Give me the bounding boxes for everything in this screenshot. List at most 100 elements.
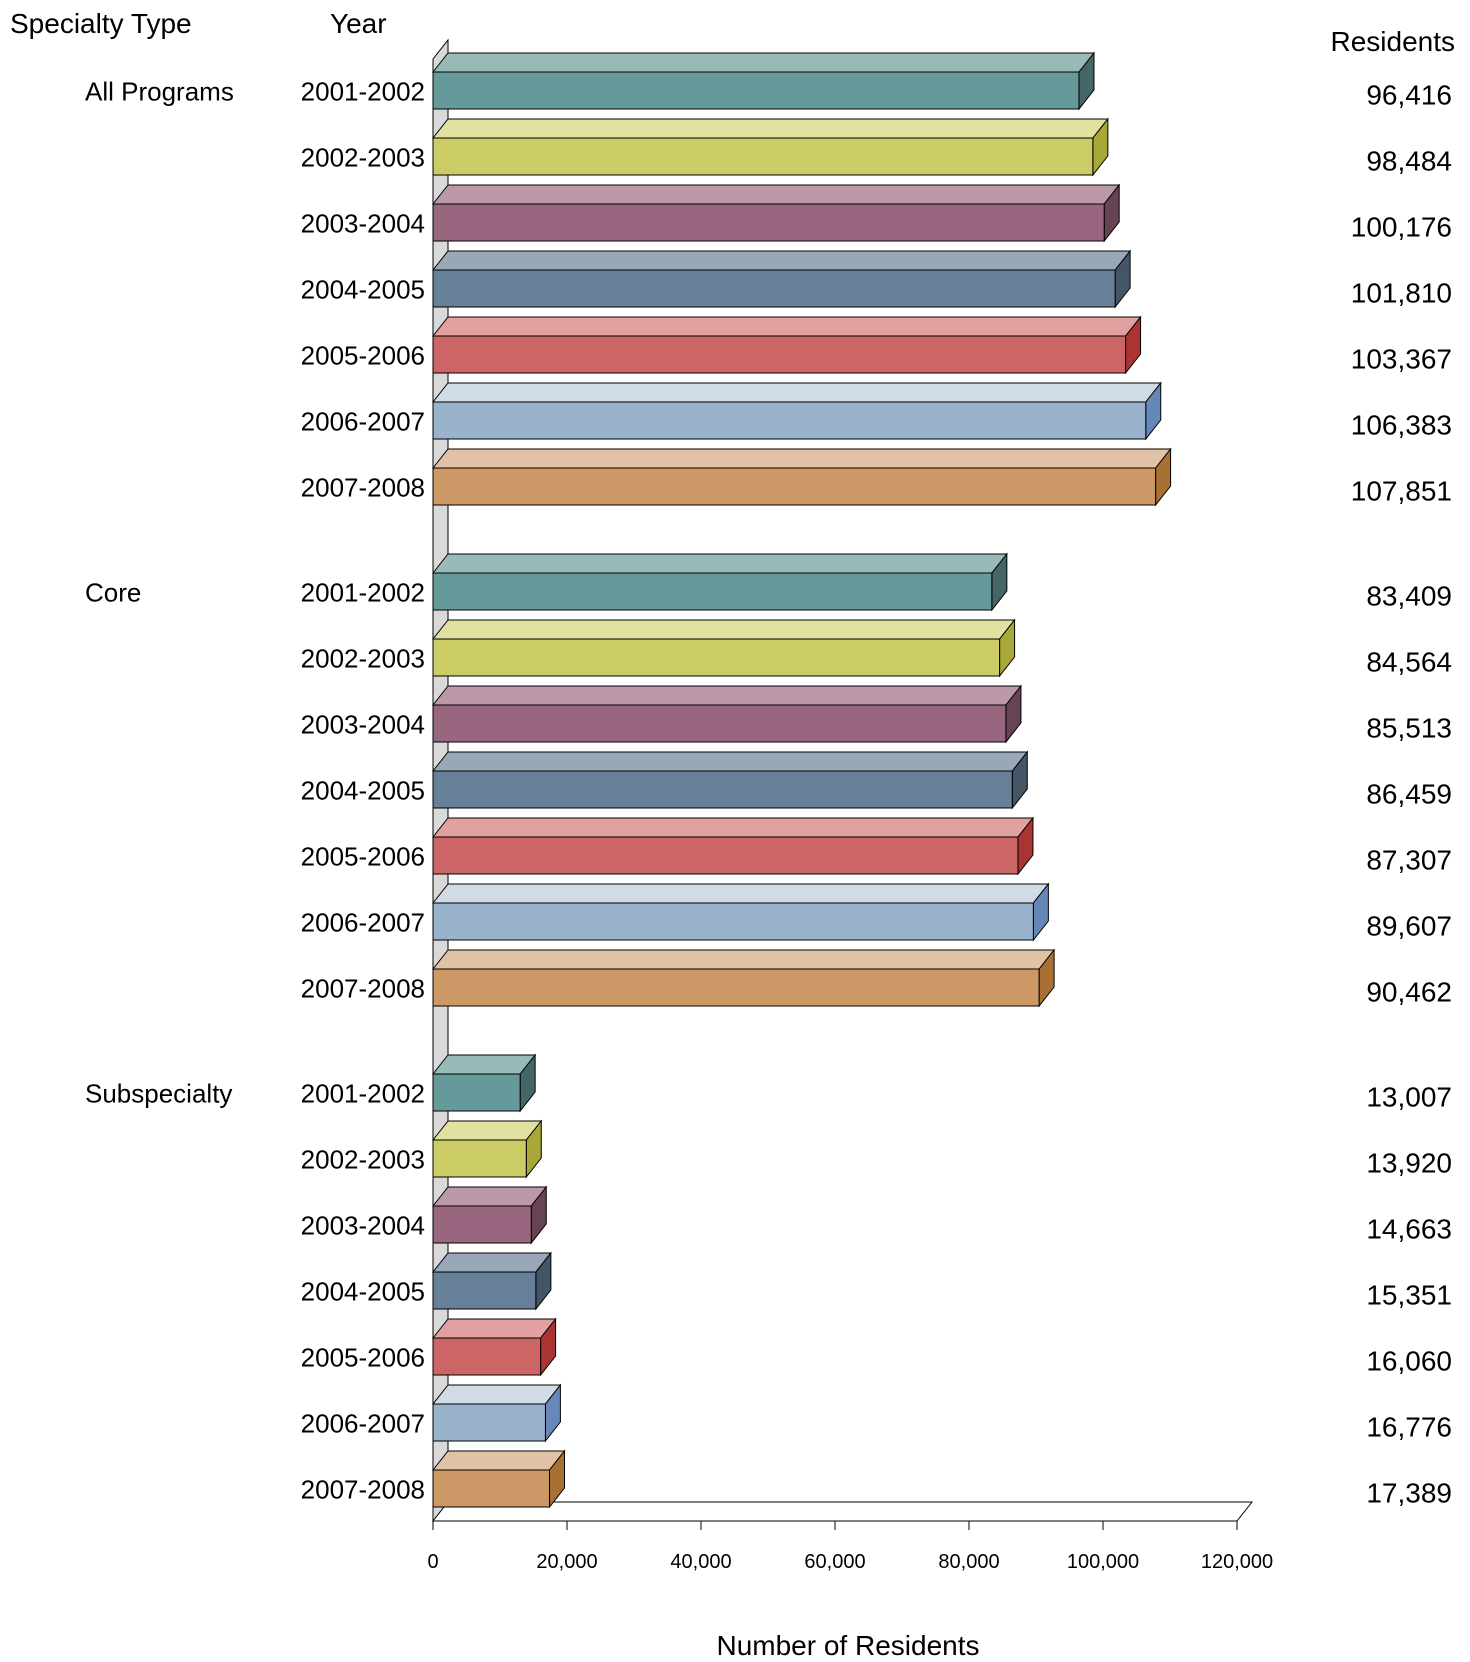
bar — [432, 1337, 542, 1376]
year-label: 2002-2003 — [301, 644, 425, 674]
floor — [431, 1501, 1254, 1522]
bar-top — [431, 553, 1008, 574]
bar-top — [431, 949, 1056, 970]
bar — [432, 1403, 546, 1442]
year-label: 2007-2008 — [301, 473, 425, 503]
year-label: 2004-2005 — [301, 776, 425, 806]
value-label: 13,007 — [1366, 1082, 1452, 1113]
year-label: 2005-2006 — [301, 842, 425, 872]
bar — [432, 968, 1040, 1007]
bar-top — [431, 118, 1109, 139]
value-label: 89,607 — [1366, 911, 1452, 942]
bar-top — [431, 1384, 562, 1405]
value-label: 107,851 — [1351, 476, 1452, 507]
x-tick-label: 120,000 — [1201, 1551, 1273, 1573]
bar-top — [431, 52, 1096, 73]
bar-top — [431, 1120, 543, 1141]
group-label: All Programs — [85, 77, 234, 107]
bar-top — [431, 751, 1029, 772]
value-label: 106,383 — [1351, 410, 1452, 441]
x-tick-label: 60,000 — [804, 1551, 865, 1573]
bar — [432, 638, 1001, 677]
residents-header: Residents — [1330, 26, 1455, 57]
value-label: 103,367 — [1351, 344, 1452, 375]
bar-top — [431, 250, 1132, 271]
x-axis-label: Number of Residents — [716, 1630, 979, 1661]
year-label: 2006-2007 — [301, 908, 425, 938]
bars-group — [431, 51, 1172, 1509]
bar — [432, 269, 1116, 308]
value-label: 16,060 — [1366, 1346, 1452, 1377]
bar — [432, 1205, 532, 1244]
bar-top — [431, 817, 1034, 838]
bar — [432, 572, 993, 611]
value-label: 86,459 — [1366, 779, 1452, 810]
year-label: 2007-2008 — [301, 974, 425, 1004]
year-label: 2006-2007 — [301, 1409, 425, 1439]
group-label: Subspecialty — [85, 1079, 232, 1109]
bar-top — [431, 619, 1016, 640]
value-label: 100,176 — [1351, 212, 1452, 243]
bar-top — [431, 448, 1172, 469]
bar-top — [431, 1186, 548, 1207]
labels-group: All Programs 2001-2002 96,416 2002-2003 98,4… — [85, 77, 1452, 1509]
bar-top — [431, 1318, 557, 1339]
year-label: 2003-2004 — [301, 710, 425, 740]
year-label: 2003-2004 — [301, 209, 425, 239]
year-label: 2004-2005 — [301, 1277, 425, 1307]
year-label: 2006-2007 — [301, 407, 425, 437]
bar — [432, 467, 1157, 506]
bar-top — [431, 1054, 537, 1075]
x-tick-label: 0 — [427, 1551, 438, 1573]
value-label: 15,351 — [1366, 1280, 1452, 1311]
value-label: 90,462 — [1366, 977, 1452, 1008]
year-header: Year — [330, 8, 387, 39]
bar-top — [431, 685, 1022, 706]
bar — [432, 1139, 527, 1178]
bar — [432, 1073, 521, 1112]
bar-top — [431, 1450, 566, 1471]
year-label: 2003-2004 — [301, 1211, 425, 1241]
bar — [432, 902, 1034, 941]
bar-top — [431, 1252, 552, 1273]
year-label: 2002-2003 — [301, 143, 425, 173]
year-label: 2001-2002 — [301, 77, 425, 107]
bar — [432, 1469, 551, 1508]
x-tick-label: 40,000 — [670, 1551, 731, 1573]
year-label: 2007-2008 — [301, 1475, 425, 1505]
year-label: 2005-2006 — [301, 1343, 425, 1373]
value-label: 96,416 — [1366, 80, 1452, 111]
value-label: 13,920 — [1366, 1148, 1452, 1179]
x-tick-label: 100,000 — [1067, 1551, 1139, 1573]
bar — [432, 401, 1147, 440]
group-label: Core — [85, 578, 141, 608]
specialty-type-header: Specialty Type — [10, 8, 192, 39]
bar-top — [431, 316, 1142, 337]
bar — [432, 1271, 537, 1310]
value-label: 101,810 — [1351, 278, 1452, 309]
value-label: 17,389 — [1366, 1478, 1452, 1509]
bar — [432, 71, 1080, 110]
bar — [432, 203, 1105, 242]
year-label: 2004-2005 — [301, 275, 425, 305]
value-label: 16,776 — [1366, 1412, 1452, 1443]
bar — [432, 137, 1094, 176]
year-label: 2002-2003 — [301, 1145, 425, 1175]
bar — [432, 836, 1019, 875]
bar-top — [431, 883, 1050, 904]
value-label: 83,409 — [1366, 581, 1452, 612]
bar-top — [431, 184, 1121, 205]
value-label: 84,564 — [1366, 647, 1452, 678]
value-label: 85,513 — [1366, 713, 1452, 744]
x-tick-label: 80,000 — [938, 1551, 999, 1573]
value-label: 87,307 — [1366, 845, 1452, 876]
value-label: 14,663 — [1366, 1214, 1452, 1245]
bar — [432, 704, 1007, 743]
bar — [432, 335, 1127, 374]
year-label: 2001-2002 — [301, 1079, 425, 1109]
year-label: 2001-2002 — [301, 578, 425, 608]
x-tick-label: 20,000 — [536, 1551, 597, 1573]
bar-top — [431, 382, 1162, 403]
bar — [432, 770, 1013, 809]
